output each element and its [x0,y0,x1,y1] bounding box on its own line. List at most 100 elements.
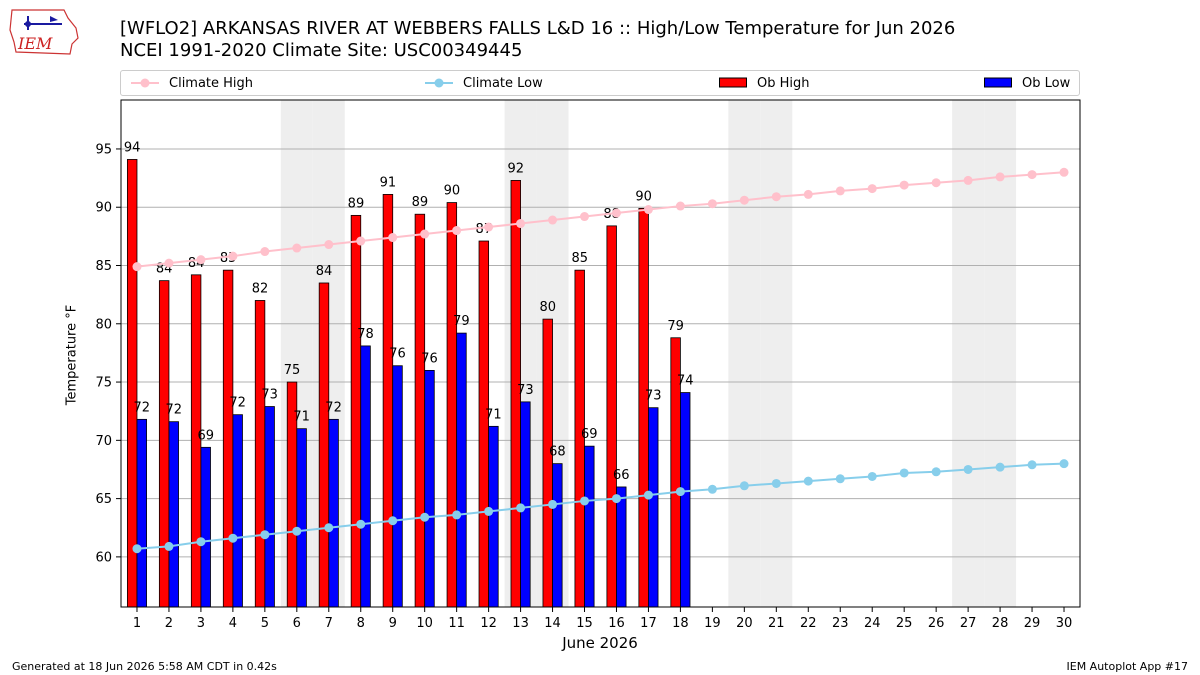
ob-low-label-day-15: 69 [581,427,598,442]
x-tick-label-10: 10 [416,616,433,631]
ob-high-label-day-5: 82 [252,281,269,296]
x-tick-label-21: 21 [768,616,785,631]
x-tick-label-29: 29 [1024,616,1041,631]
legend-climate-low: Climate Low [425,71,543,95]
legend-ob-low: Ob Low [984,71,1070,95]
x-tick-label-16: 16 [608,616,625,631]
climate-high-point-day-29 [1027,170,1037,180]
ob-low-bar-day-16 [616,486,627,608]
ob-low-bar-day-6 [296,428,307,608]
climate-high-point-day-8 [356,236,366,246]
ob-high-label-day-6: 75 [284,363,301,378]
x-tick-label-6: 6 [293,616,301,631]
weekend-shade-day-21 [760,100,793,607]
x-tick-label-14: 14 [544,616,561,631]
x-tick-label-28: 28 [992,616,1009,631]
climate-high-point-day-4 [228,251,238,261]
ob-high-label-day-14: 80 [539,300,556,315]
climate-low-point-day-11 [452,510,462,520]
climate-high-point-day-13 [516,219,526,229]
ob-low-label-day-7: 72 [325,400,342,415]
ob-low-label-day-14: 68 [549,445,566,460]
ob-high-label-day-17: 90 [635,189,652,204]
climate-high-point-day-15 [580,212,590,222]
legend-climate-high: Climate High [131,71,253,95]
x-tick-label-24: 24 [864,616,881,631]
climate-high-point-day-28 [995,172,1005,182]
x-tick-label-30: 30 [1056,616,1073,631]
ob-low-bar-day-18 [680,392,691,608]
ob-high-bar-day-5 [254,300,266,608]
ob-low-label-day-16: 66 [613,468,630,483]
climate-high-line [136,171,1065,268]
ob-low-label-day-18: 74 [677,374,694,389]
ob-low-bar-day-1 [136,418,147,608]
ob-low-bar-day-2 [168,421,179,608]
x-tick-label-5: 5 [261,616,269,631]
x-tick-label-17: 17 [640,616,657,631]
ob-high-label-day-11: 90 [444,184,461,199]
footer-app: IEM Autoplot App #17 [1066,660,1189,673]
x-tick-label-25: 25 [896,616,913,631]
ob-low-bar-day-4 [232,414,243,608]
legend-climate-low-marker [425,78,453,88]
ob-low-label-day-10: 76 [421,351,438,366]
ob-low-bar-day-10 [424,369,435,608]
legend-ob-low-swatch [984,77,1012,88]
ob-low-label-day-4: 72 [229,396,246,411]
climate-low-point-day-16 [611,494,621,504]
legend-ob-low-label: Ob Low [1022,75,1071,91]
chart-title: [WFLO2] ARKANSAS RIVER AT WEBBERS FALLS … [120,18,956,39]
ob-low-bar-day-12 [488,425,499,608]
climate-low-point-day-30 [1059,459,1069,469]
ob-high-label-day-1: 94 [124,140,141,155]
climate-low-point-day-2 [164,541,174,551]
ob-high-bar-day-12 [478,240,490,608]
climate-low-point-day-7 [324,523,334,533]
ob-high-bar-day-8 [350,214,362,608]
ob-low-bar-day-3 [200,446,211,608]
ob-low-bar-day-17 [648,407,659,608]
weekend-shade-day-28 [984,100,1017,607]
y-tick-label-75: 75 [95,376,112,391]
x-tick-label-2: 2 [165,616,173,631]
x-tick-label-27: 27 [960,616,977,631]
ob-low-bar-day-9 [392,365,403,608]
x-tick-label-18: 18 [672,616,689,631]
climate-high-point-day-3 [196,255,206,265]
climate-high-point-day-30 [1059,167,1069,177]
ob-low-label-day-6: 71 [293,410,310,425]
x-tick-label-12: 12 [480,616,497,631]
x-tick-label-1: 1 [133,616,141,631]
climate-high-point-day-5 [260,247,270,257]
footer-generated: Generated at 18 Jun 2026 5:58 AM CDT in … [12,660,277,673]
ob-low-label-day-3: 69 [197,428,214,443]
chart-subtitle: NCEI 1991-2020 Climate Site: USC00349445 [120,40,523,61]
legend-climate-high-marker [131,78,159,88]
legend-ob-high: Ob High [719,71,810,95]
climate-low-point-day-22 [803,476,813,486]
ob-low-bar-day-8 [360,345,371,608]
ob-low-label-day-2: 72 [165,403,182,418]
climate-low-point-day-10 [420,512,430,522]
iem-logo: IEM [6,4,82,60]
climate-low-point-day-27 [963,464,973,474]
ob-low-bar-day-15 [584,445,595,608]
y-tick-label-85: 85 [95,259,112,274]
x-tick-label-19: 19 [704,616,721,631]
climate-low-point-day-28 [995,462,1005,472]
climate-low-point-day-26 [931,467,941,477]
ob-high-bar-day-10 [414,213,426,608]
x-tick-label-9: 9 [389,616,397,631]
climate-low-point-day-15 [580,496,590,506]
x-tick-label-11: 11 [448,616,465,631]
ob-low-label-day-9: 76 [389,347,406,362]
x-tick-label-15: 15 [576,616,593,631]
x-tick-label-26: 26 [928,616,945,631]
climate-high-point-day-21 [771,192,781,202]
ob-low-label-day-17: 73 [645,389,662,404]
climate-high-point-day-27 [963,175,973,185]
y-axis-label: Temperature °F [64,304,80,406]
ob-low-bar-day-11 [456,332,467,608]
